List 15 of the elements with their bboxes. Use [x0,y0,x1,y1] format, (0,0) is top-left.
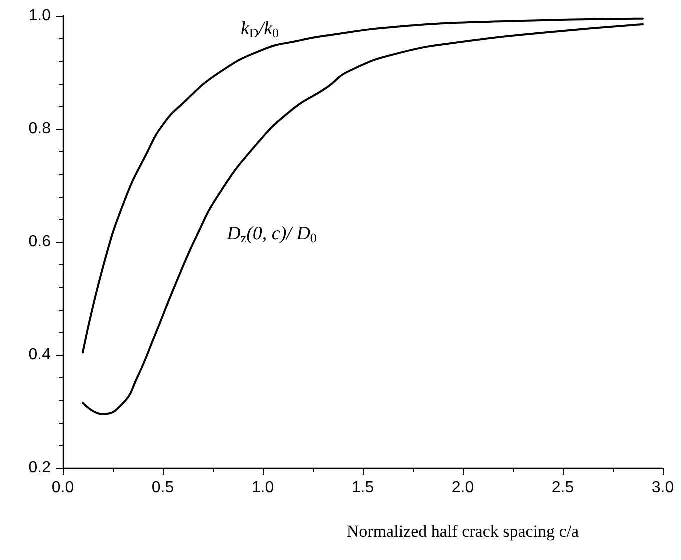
x-axis-title: Normalized half crack spacing c/a [346,522,580,541]
line-series [82,18,644,354]
x-tick-label: 2.0 [452,480,474,496]
y-tick-label: 1.0 [28,8,52,24]
y-tick-label: 0.2 [28,460,52,476]
x-tick-label: 1.5 [352,480,374,496]
x-tick-label: 0.5 [152,480,174,496]
y-tick-label: 0.8 [28,120,52,138]
y-tick-label: 0.6 [28,234,52,250]
line-series [82,23,644,416]
x-tick-label: 1.0 [252,480,274,496]
x-tick-label: 2.5 [552,480,574,496]
x-tick-label: 3.0 [652,480,674,496]
y-tick-label: 0.4 [28,346,52,364]
x-tick-label: 0.0 [52,480,74,496]
